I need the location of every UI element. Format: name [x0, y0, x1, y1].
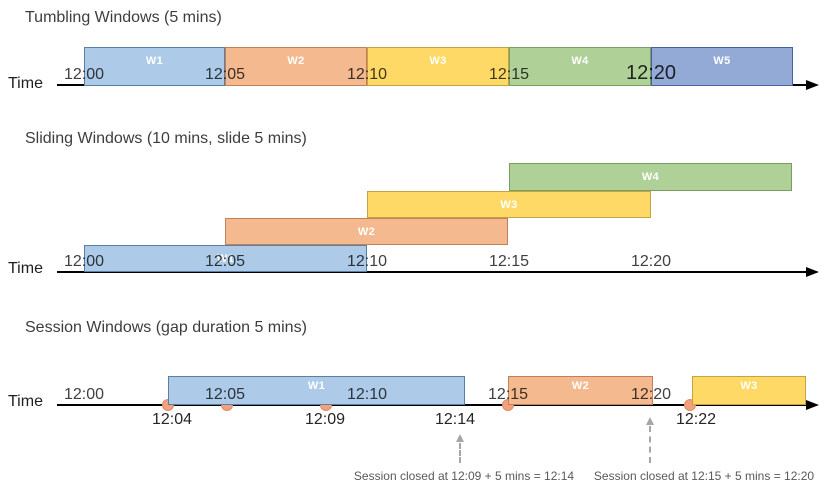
- sliding-time-axis: [57, 271, 808, 273]
- callout-arrow-line: [459, 443, 461, 463]
- tumbling-tick-1210: 12:10: [346, 66, 388, 83]
- tumbling-section-title: Tumbling Windows (5 mins): [25, 9, 222, 26]
- session-window-w2: W2: [508, 376, 653, 405]
- sliding-tick-1210: 12:10: [346, 253, 388, 270]
- window-label: W2: [287, 55, 305, 67]
- session-section-title: Session Windows (gap duration 5 mins): [25, 319, 307, 336]
- session-axis-arrow-icon: [806, 400, 819, 410]
- sliding-tick-1200: 12:00: [63, 253, 105, 270]
- window-label: W1: [307, 380, 326, 392]
- callout-arrow-line: [649, 426, 651, 463]
- sliding-tick-1205: 12:05: [204, 253, 246, 270]
- callout-arrow-up-icon: [456, 434, 464, 442]
- sliding-time-axis-label: Time: [8, 260, 43, 277]
- tumbling-tick-1220: 12:20: [625, 62, 677, 84]
- sliding-window-w2: W2: [225, 218, 508, 245]
- sliding-tick-1215: 12:15: [488, 253, 530, 270]
- session-closed-note-1: Session closed at 12:09 + 5 mins = 12:14: [353, 469, 575, 483]
- tumbling-window-w4: W4: [509, 47, 651, 86]
- session-closed-note-2: Session closed at 12:15 + 5 mins = 12:20: [593, 469, 815, 483]
- sliding-section-title: Sliding Windows (10 mins, slide 5 mins): [25, 130, 307, 147]
- event-time-1209: 12:09: [304, 411, 346, 428]
- session-tick-1215: 12:15: [487, 386, 529, 403]
- event-time-1222: 12:22: [675, 411, 717, 428]
- window-label: W4: [641, 171, 660, 183]
- session-time-axis: [57, 404, 808, 406]
- tumbling-tick-1205: 12:05: [204, 66, 246, 83]
- window-label: W4: [571, 55, 589, 67]
- window-label: W1: [145, 55, 164, 67]
- sliding-window-w4: W4: [509, 163, 792, 191]
- tumbling-window-w3: W3: [367, 47, 509, 86]
- window-label: W3: [740, 380, 758, 392]
- session-tick-1220: 12:20: [630, 386, 672, 403]
- tumbling-time-axis-label: Time: [8, 75, 43, 92]
- window-label: W5: [713, 55, 731, 67]
- window-label: W3: [429, 55, 447, 67]
- window-label: W3: [500, 198, 518, 211]
- tumbling-window-w5: W5: [651, 47, 793, 86]
- sliding-axis-arrow-icon: [806, 267, 819, 277]
- sliding-window-w1: W1: [84, 245, 367, 272]
- tumbling-window-w2: W2: [225, 47, 367, 86]
- session-tick-1205: 12:05: [204, 386, 246, 403]
- session-tick-1210: 12:10: [346, 386, 388, 403]
- session-window-w1: W1: [168, 376, 465, 405]
- window-label: W2: [571, 380, 590, 392]
- event-time-1214: 12:14: [434, 411, 476, 428]
- session-time-axis-label: Time: [8, 393, 43, 410]
- sliding-tick-1220: 12:20: [630, 253, 672, 270]
- tumbling-tick-1200: 12:00: [63, 66, 105, 83]
- tumbling-axis-arrow-icon: [806, 80, 819, 90]
- session-window-w3: W3: [692, 376, 806, 405]
- tumbling-tick-1215: 12:15: [488, 66, 530, 83]
- sliding-window-w3: W3: [367, 191, 651, 218]
- session-tick-1200: 12:00: [63, 386, 105, 403]
- tumbling-window-w1: W1: [84, 47, 225, 86]
- window-label: W1: [216, 252, 235, 265]
- callout-arrow-up-icon: [646, 417, 654, 425]
- event-time-1204: 12:04: [151, 411, 193, 428]
- window-label: W2: [357, 225, 376, 238]
